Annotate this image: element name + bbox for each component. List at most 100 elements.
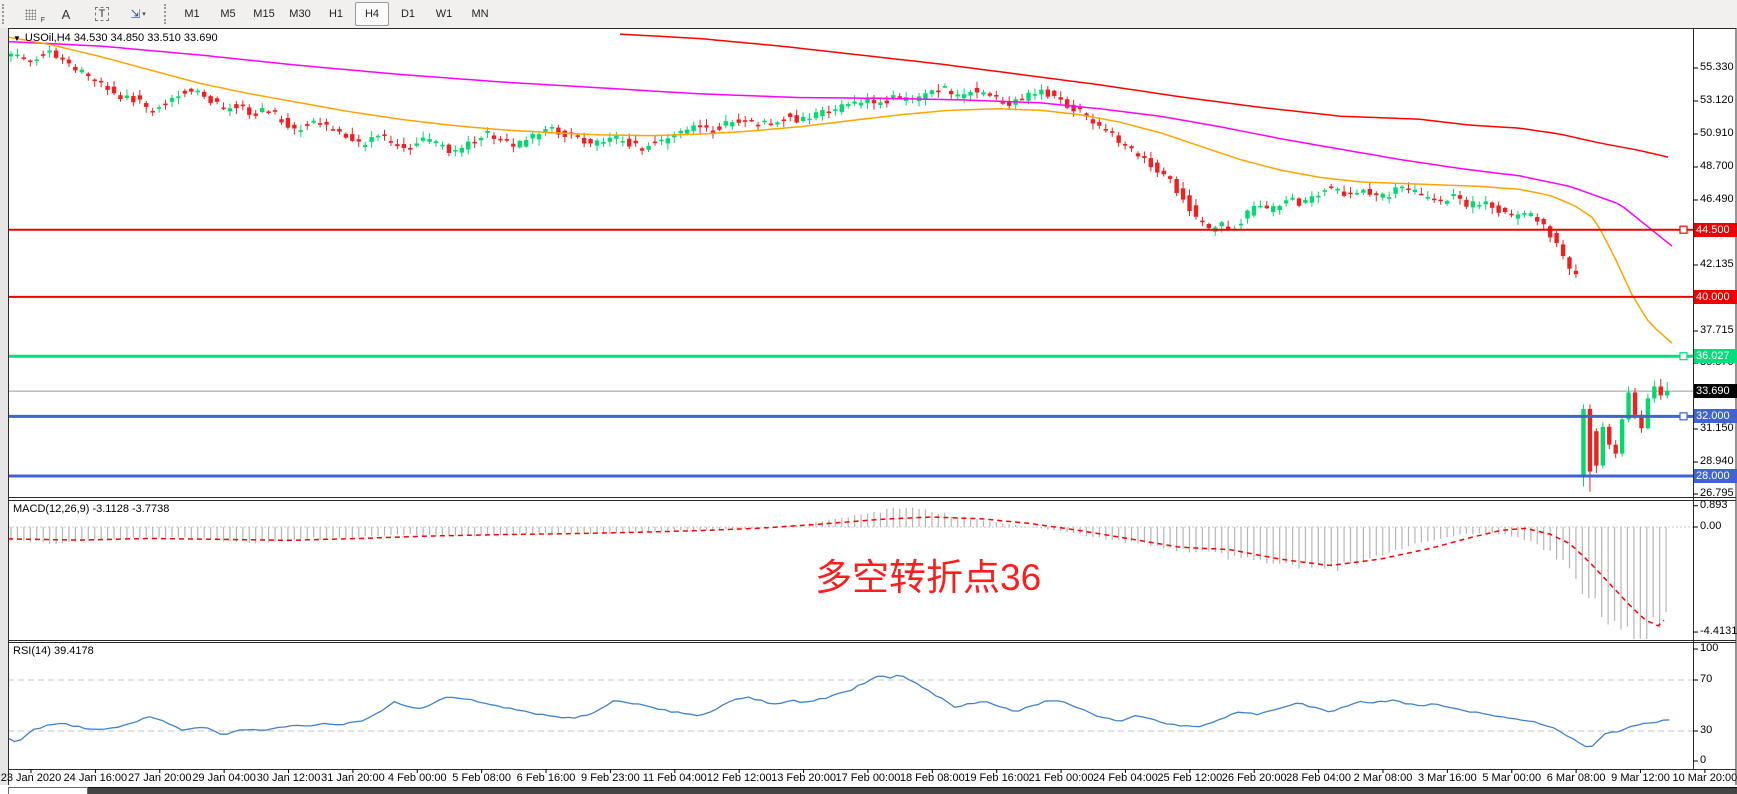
candle-body [659, 139, 664, 142]
candle-body [949, 90, 954, 95]
candle-body [1168, 176, 1173, 179]
candle-body [1116, 135, 1121, 143]
candle-body [1019, 98, 1025, 101]
candle-body [588, 139, 593, 144]
date-tick-label: 12 Feb 12:00 [706, 772, 772, 784]
candle-body [47, 50, 52, 53]
candle-body [968, 92, 973, 96]
timeframe-button-h1[interactable]: H1 [328, 8, 344, 20]
candle-body [285, 117, 291, 128]
date-tick-label: 29 Jan 04:00 [192, 772, 256, 784]
date-tick-label: 28 Feb 04:00 [1286, 772, 1352, 784]
timeframe-button-m5[interactable]: M5 [220, 8, 236, 20]
hline-handle-44.500[interactable] [1679, 225, 1688, 234]
candle-body [15, 54, 20, 57]
candle-body [1348, 192, 1353, 195]
candle-body [1271, 206, 1276, 213]
timeframe-button-h4[interactable]: H4 [355, 2, 389, 26]
candle-body [672, 134, 677, 138]
candle-body [1522, 213, 1527, 215]
candle-body [723, 121, 729, 126]
cursor-tool-button[interactable]: A [49, 2, 83, 26]
date-tick-label: 13 Feb 20:00 [771, 772, 836, 784]
candle-body [1438, 199, 1443, 202]
arrow-styles-tool-button[interactable]: ⇲ ▾ [121, 2, 155, 26]
macd-tick-label: -4.4131 [1700, 625, 1737, 638]
timeframe-button-d1[interactable]: D1 [400, 8, 416, 20]
candle-body [1600, 426, 1606, 466]
price-tick-label: 46.490 [1700, 192, 1734, 205]
toolbar-drag-handle[interactable] [2, 4, 10, 24]
candle-body [1155, 162, 1160, 173]
candle-body [350, 134, 355, 141]
candle-body [150, 110, 155, 113]
candle-body [730, 122, 735, 127]
candle-body [1354, 192, 1360, 195]
candle-body [749, 119, 754, 122]
hline-handle-32.000[interactable] [1679, 412, 1688, 421]
candle-body [1245, 210, 1250, 219]
candle-body [839, 104, 844, 113]
price-tick-label: 28.940 [1700, 455, 1734, 467]
candle-body [1464, 199, 1469, 207]
date-tick-label: 30 Jan 12:00 [256, 772, 321, 784]
timeframe-button-m30[interactable]: M30 [289, 8, 311, 20]
indicators-grid-button[interactable]: F [13, 2, 47, 26]
candle-body [1477, 204, 1482, 207]
timeframe-button-w1[interactable]: W1 [435, 8, 453, 20]
candle-body [762, 120, 767, 123]
candle-body [298, 130, 303, 132]
candle-body [788, 113, 793, 118]
date-tick-label: 23 Jan 2020 [0, 772, 62, 784]
arrow-styles-icon: ⇲ [130, 7, 141, 21]
candle-body [1238, 223, 1244, 226]
candle-body [581, 137, 587, 144]
candle-body [105, 85, 110, 90]
candle-body [633, 140, 638, 144]
date-tick-label: 3 Mar 16:00 [1418, 772, 1477, 784]
candle-body [974, 87, 980, 93]
candle-body [478, 137, 484, 141]
chart-text-annotation[interactable]: 多空转折点36 [815, 557, 1042, 598]
candle-body [227, 108, 233, 112]
timeframe-button-m15[interactable]: M15 [253, 8, 275, 20]
price-tick-label: 42.135 [1700, 258, 1734, 270]
date-tick-label: 24 Jan 16:00 [63, 772, 128, 784]
candle-body [1535, 217, 1540, 222]
candle-body [543, 129, 548, 134]
candle-body [1039, 89, 1044, 95]
candle-body [433, 141, 439, 144]
symbol-dropdown-icon[interactable]: ▼ [13, 33, 21, 43]
text-label-tool-button[interactable]: T [85, 2, 119, 26]
hline-handle-36.027[interactable] [1679, 352, 1688, 361]
candle-body [1309, 196, 1315, 203]
candle-body [1103, 128, 1108, 131]
date-tick-label: 18 Feb 08:00 [899, 772, 965, 784]
candle-body [678, 130, 683, 134]
caret-down-icon: ▾ [142, 11, 146, 18]
candle-body [858, 102, 864, 106]
candle-body [536, 134, 542, 140]
candle-body [363, 144, 368, 147]
timeframe-button-m1[interactable]: M1 [184, 8, 200, 20]
candle-body [820, 109, 825, 117]
candle-body [1444, 200, 1450, 204]
date-tick-label: 9 Mar 12:00 [1611, 772, 1670, 784]
candle-body [1187, 195, 1192, 212]
candle-body [1626, 392, 1631, 420]
candle-body [1361, 189, 1366, 193]
chart-plot-area[interactable] [8, 29, 1693, 769]
candle-body [401, 144, 407, 148]
candle-body [259, 108, 265, 113]
candle-body [1560, 244, 1566, 257]
candle-body [485, 130, 490, 133]
candle-body [221, 107, 226, 110]
timeframe-toolbar-drag-handle[interactable] [164, 4, 172, 24]
candle-body [994, 95, 999, 97]
candle-body [1652, 386, 1657, 399]
candle-body [408, 147, 413, 150]
candle-body [775, 122, 780, 125]
timeframe-button-mn[interactable]: MN [471, 8, 489, 20]
